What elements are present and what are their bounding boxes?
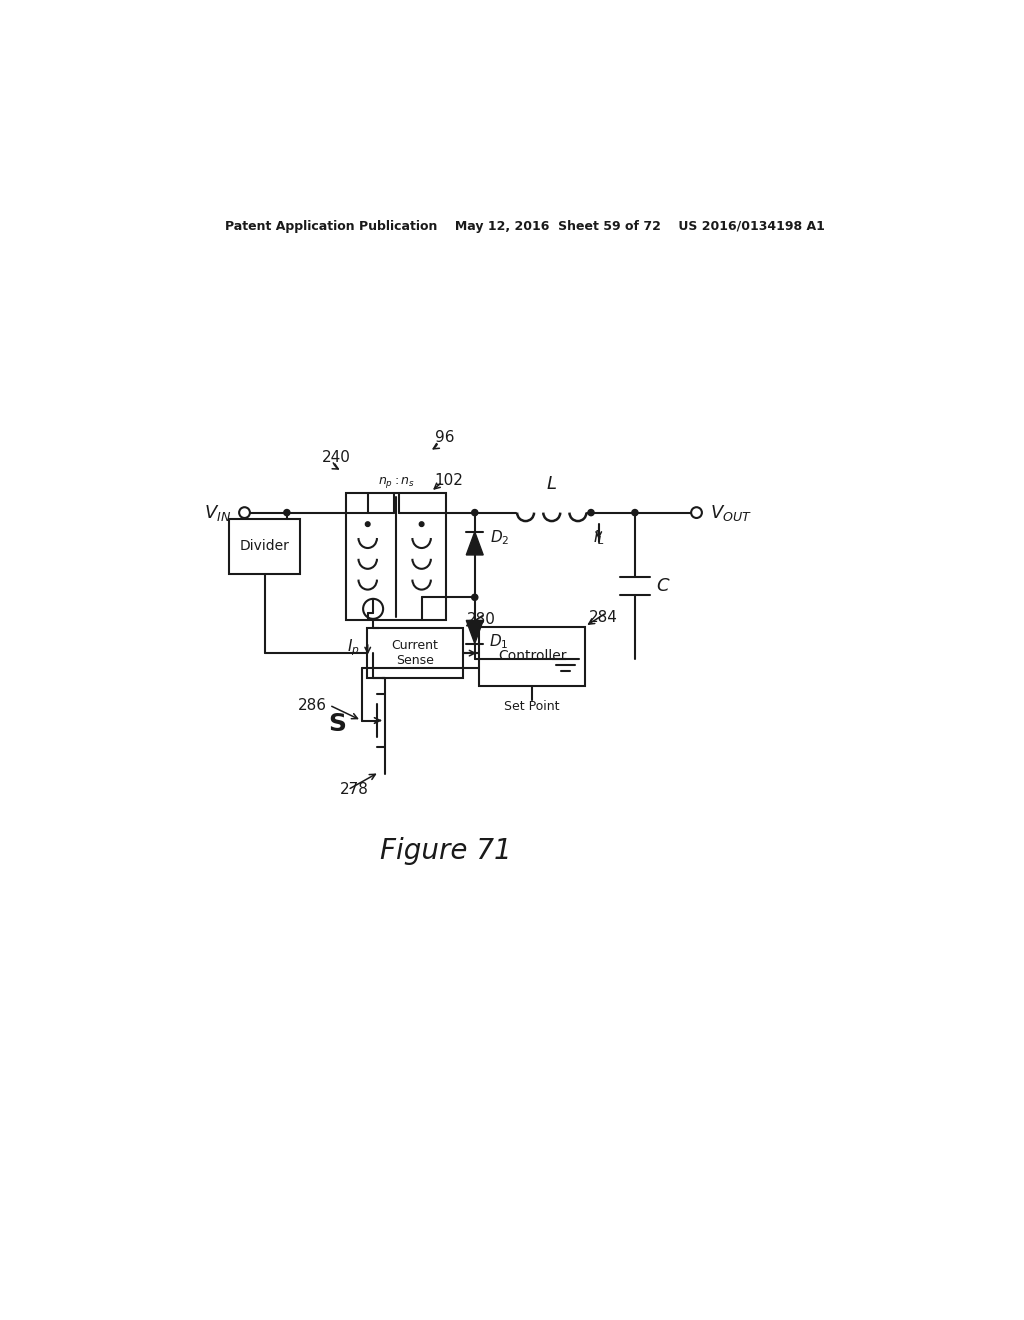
Text: $V_{IN}$: $V_{IN}$ [204, 503, 230, 523]
Text: $I_L$: $I_L$ [593, 528, 604, 546]
Text: S: S [328, 713, 346, 737]
Text: 284: 284 [589, 610, 617, 626]
Text: 102: 102 [435, 473, 464, 488]
Text: 286: 286 [298, 697, 327, 713]
Text: 280: 280 [467, 611, 496, 627]
Text: $n_p:n_s$: $n_p:n_s$ [378, 474, 415, 490]
Bar [479, 627, 585, 686]
Bar [229, 519, 300, 574]
Polygon shape [466, 532, 483, 554]
Text: Figure 71: Figure 71 [381, 837, 512, 866]
Text: Controller: Controller [498, 649, 566, 663]
Text: 96: 96 [435, 429, 455, 445]
Circle shape [472, 594, 478, 601]
Text: $D_2$: $D_2$ [490, 528, 510, 546]
Circle shape [419, 521, 424, 527]
Text: Current
Sense: Current Sense [391, 639, 438, 667]
Circle shape [588, 510, 594, 516]
Bar [346, 494, 446, 620]
Text: $V_{OUT}$: $V_{OUT}$ [711, 503, 753, 523]
Text: $I_p$: $I_p$ [347, 638, 360, 657]
Text: Patent Application Publication    May 12, 2016  Sheet 59 of 72    US 2016/013419: Patent Application Publication May 12, 2… [225, 219, 824, 232]
Polygon shape [466, 620, 483, 644]
Text: L: L [547, 475, 557, 494]
Circle shape [632, 510, 638, 516]
Text: 240: 240 [322, 450, 350, 465]
Text: $D_1$: $D_1$ [488, 632, 508, 651]
Text: 278: 278 [340, 783, 369, 797]
Circle shape [472, 510, 478, 516]
Text: C: C [656, 577, 669, 595]
Circle shape [366, 521, 370, 527]
Bar [367, 628, 463, 678]
Text: Divider: Divider [240, 540, 290, 553]
Circle shape [284, 510, 290, 516]
Text: Set Point: Set Point [505, 700, 560, 713]
